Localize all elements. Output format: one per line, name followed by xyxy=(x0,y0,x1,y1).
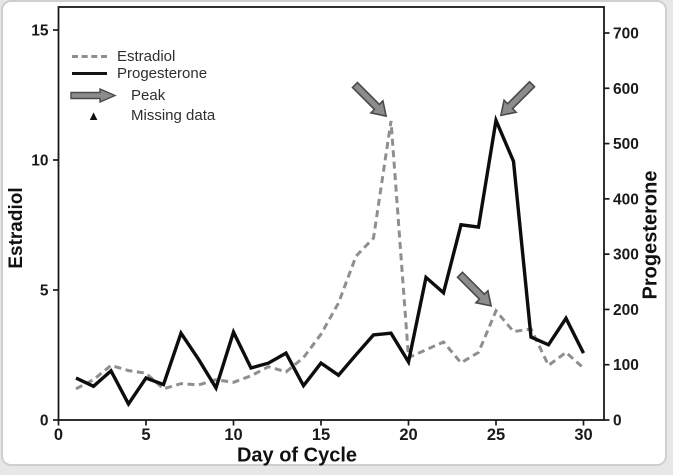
right-axis-title: Progesterone xyxy=(639,170,662,300)
legend-item-peak: Peak xyxy=(70,87,165,104)
legend-label: Progesterone xyxy=(117,65,208,82)
right-tick-label: 600 xyxy=(613,81,639,98)
legend-item-missing-data: ▲ Missing data xyxy=(70,107,215,124)
left-tick-label: 0 xyxy=(40,413,49,430)
x-tick-label: 30 xyxy=(574,426,592,444)
dashed-line-icon xyxy=(72,55,107,58)
legend-item-estradiol: Estradiol xyxy=(72,48,175,65)
peak-arrow-icon xyxy=(70,87,117,104)
right-tick-label: 500 xyxy=(613,136,639,153)
peak-arrow xyxy=(499,80,536,117)
left-tick-label: 15 xyxy=(31,23,49,40)
right-tick-label: 100 xyxy=(613,357,639,374)
peak-arrow xyxy=(351,81,388,118)
x-tick-label: 5 xyxy=(141,426,150,444)
progesterone-line xyxy=(75,114,586,408)
right-tick-label: 200 xyxy=(613,302,639,319)
x-axis-title: Day of Cycle xyxy=(236,444,358,467)
left-axis-title: Estradiol xyxy=(6,187,27,269)
x-tick-label: 20 xyxy=(399,426,417,444)
estradiol-line xyxy=(75,120,585,391)
plot-border xyxy=(57,6,605,421)
legend-label: Peak xyxy=(131,87,166,104)
left-tick-label: 10 xyxy=(31,153,48,170)
x-tick-label: 10 xyxy=(224,426,242,444)
triangle-marker-icon: ▲ xyxy=(87,108,100,123)
left-tick-label: 5 xyxy=(40,283,49,300)
x-tick-label: 25 xyxy=(487,426,505,444)
right-tick-label: 300 xyxy=(613,247,639,264)
legend-label: Estradiol xyxy=(117,48,176,65)
solid-line-icon xyxy=(72,72,107,75)
legend-item-progesterone: Progesterone xyxy=(72,65,207,82)
right-tick-label: 700 xyxy=(613,26,639,43)
right-tick-label: 0 xyxy=(613,413,622,430)
legend-label: Missing data xyxy=(131,107,216,124)
right-tick-label: 400 xyxy=(613,191,639,208)
chart-card xyxy=(1,0,667,466)
peak-arrow xyxy=(456,271,493,307)
x-tick-label: 15 xyxy=(312,426,330,444)
x-tick-label: 0 xyxy=(54,426,63,444)
